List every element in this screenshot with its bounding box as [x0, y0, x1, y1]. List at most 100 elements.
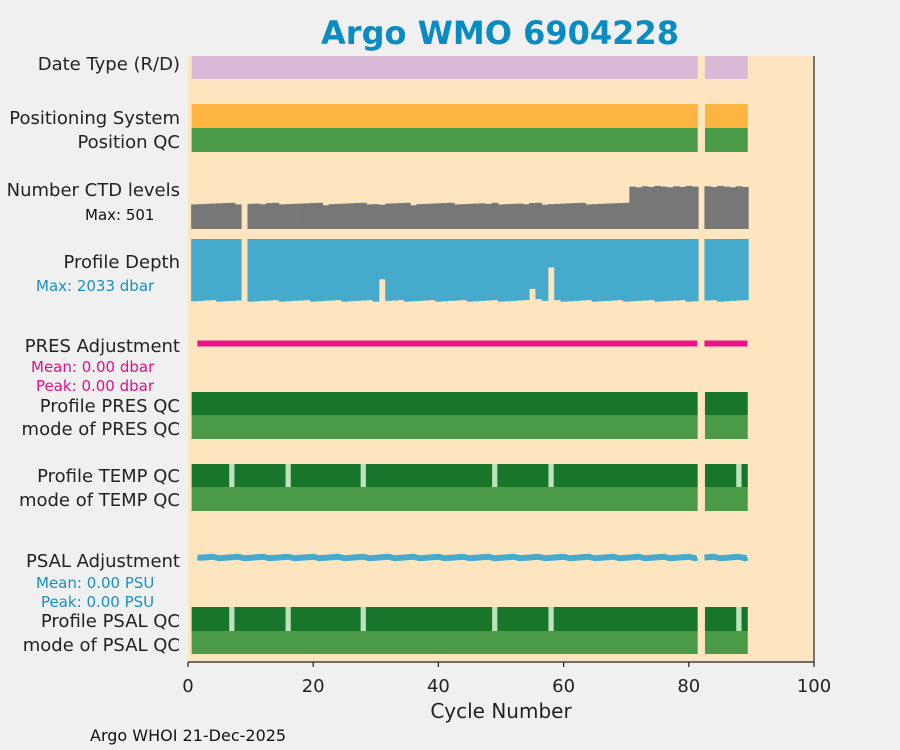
depth-bar-51	[504, 239, 511, 302]
pos_sys-bar-0	[191, 104, 698, 128]
depth-bar-76	[660, 239, 668, 302]
depth-bar-57	[541, 239, 549, 301]
nlev-bar-19	[303, 203, 311, 229]
depth-bar-62	[572, 239, 580, 301]
nlev-bar-72	[635, 187, 643, 229]
nlev-bar-77	[666, 187, 674, 229]
nlev-bar-51	[504, 204, 511, 229]
nlev-bar-47	[479, 203, 486, 229]
psal_mode-bar-1	[704, 631, 748, 654]
depth-bar-40	[435, 239, 442, 302]
depth-bar-84	[710, 239, 718, 301]
depth-bar-14	[272, 239, 280, 301]
psal-adj-note-1: Peak: 0.00 PSU	[41, 593, 154, 611]
nlev-bar-20	[310, 203, 317, 229]
nlev-bar-42	[447, 202, 455, 229]
nlev-bar-38	[422, 203, 430, 229]
nlev-bar-79	[679, 186, 687, 229]
depth-bar-85	[716, 239, 724, 302]
psal_mode-bar-0	[191, 631, 698, 654]
pres_qc-bar-0	[191, 392, 698, 415]
depth-bar-44	[460, 239, 467, 301]
nlev-bar-61	[566, 203, 574, 229]
depth-bar-17	[291, 239, 298, 301]
nlev-bar-63	[579, 202, 586, 229]
temp_qc-bar-0	[191, 464, 698, 487]
depth-bar-55	[529, 239, 536, 289]
depth-bar-60	[560, 239, 568, 302]
depth-bar-31	[378, 239, 386, 280]
depth-bar-30	[372, 239, 380, 302]
nlev-bar-59	[554, 203, 561, 229]
depth-bar-88	[735, 239, 743, 301]
depth-bar-1	[191, 239, 198, 302]
temp_qc-flag-49	[492, 464, 498, 487]
nlev-bar-65	[591, 204, 599, 229]
depth-bar-78	[673, 239, 680, 301]
pres_mode-bar-0	[191, 415, 698, 439]
nlev-bar-89	[742, 186, 749, 229]
nlev-bar-18	[297, 203, 305, 229]
depth-bar-6	[222, 239, 230, 302]
nlev-bar-74	[648, 186, 655, 229]
nlev-bar-4	[209, 203, 217, 229]
data-marks	[191, 56, 749, 654]
nlev-bar-8	[234, 204, 242, 229]
nlev-max-note: Max: 501	[85, 206, 154, 224]
depth-bar-8	[234, 239, 242, 301]
depth-bar-65	[591, 239, 599, 302]
chart-title: Argo WMO 6904228	[321, 14, 679, 52]
nlev-bar-30	[372, 204, 380, 229]
nlev-bar-83	[704, 186, 712, 229]
nlev-bar-10	[247, 203, 255, 229]
depth-bar-24	[335, 239, 342, 301]
nlev-bar-33	[391, 203, 399, 229]
depth-bar-77	[666, 239, 674, 301]
nlev-bar-34	[397, 203, 405, 229]
x-tick-label-60: 60	[552, 676, 575, 697]
depth-bar-7	[228, 239, 236, 301]
temp_qc-flag-16	[285, 464, 291, 487]
nlev-bar-54	[522, 204, 530, 229]
nlev-bar-24	[335, 203, 342, 229]
depth-bar-64	[585, 239, 593, 301]
depth-bar-81	[691, 239, 699, 302]
temp_mode-bar-0	[191, 487, 698, 511]
pos_qc-bar-1	[704, 128, 748, 152]
depth-bar-69	[616, 239, 624, 301]
depth-bar-37	[416, 239, 424, 301]
depth-bar-73	[641, 239, 649, 301]
nlev-bar-1	[191, 204, 198, 229]
depth-bar-22	[322, 239, 330, 301]
nlev-bar-56	[535, 202, 543, 229]
depth-bar-70	[623, 239, 630, 302]
depth-bar-29	[366, 239, 374, 301]
nlev-bar-88	[735, 186, 743, 229]
temp_qc-flag-88	[736, 464, 742, 487]
nlev-bar-11	[253, 203, 261, 229]
depth-bar-45	[466, 239, 474, 302]
depth-bar-27	[353, 239, 361, 301]
nlev-bar-3	[203, 203, 211, 229]
row-label-pos_qc: Position QC	[77, 132, 180, 153]
depth-max-note: Max: 2033 dbar	[36, 277, 155, 295]
depth-bar-54	[522, 239, 530, 301]
psal_adj-line-1	[704, 553, 749, 562]
nlev-bar-52	[510, 203, 518, 229]
nlev-bar-7	[228, 202, 236, 229]
x-axis-label: Cycle Number	[430, 699, 572, 723]
nlev-bar-85	[716, 185, 724, 229]
depth-bar-2	[197, 239, 205, 301]
row-label-temp_qc: Profile TEMP QC	[37, 466, 180, 487]
depth-bar-18	[297, 239, 305, 301]
nlev-bar-76	[660, 186, 668, 229]
nlev-bar-13	[266, 203, 273, 229]
x-tick-label-40: 40	[427, 676, 450, 697]
depth-bar-79	[679, 239, 687, 301]
nlev-bar-29	[366, 204, 374, 229]
psal_qc-flag-49	[492, 607, 498, 631]
row-label-psal_mode: mode of PSAL QC	[23, 635, 180, 656]
date_type-bar-1	[704, 56, 748, 79]
psal_qc-flag-28	[360, 607, 366, 631]
depth-bar-89	[742, 239, 749, 301]
